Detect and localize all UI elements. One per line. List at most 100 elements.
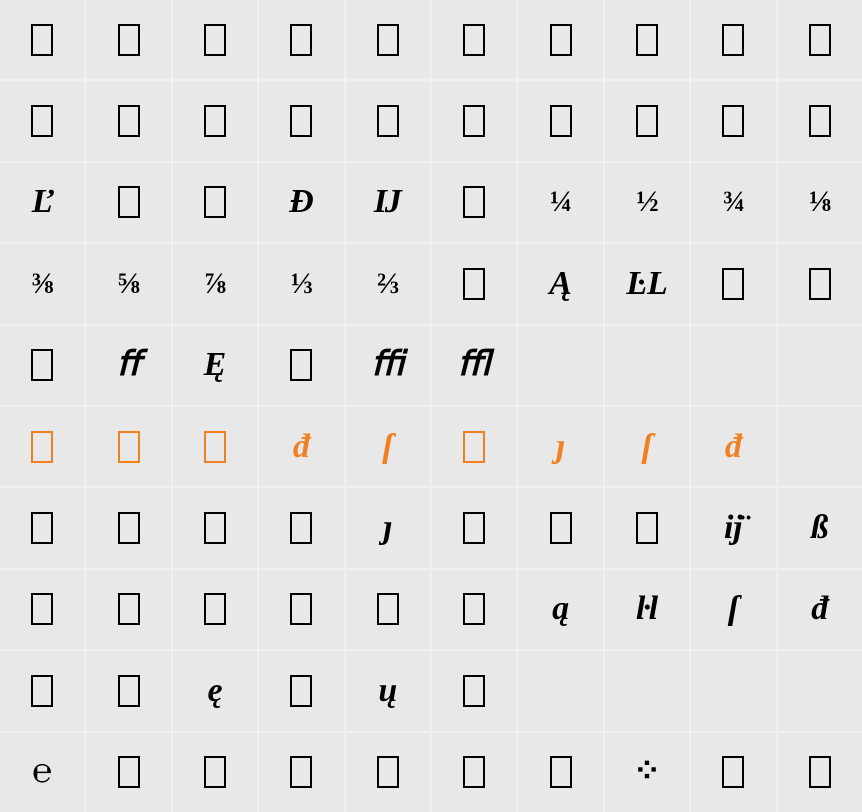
glyph-cell[interactable]: ℮ (0, 733, 84, 812)
glyph-cell[interactable]: ﬀ (86, 326, 170, 405)
glyph-cell[interactable] (259, 570, 343, 649)
glyph-cell[interactable]: ſ (691, 570, 775, 649)
glyph-cell[interactable] (0, 488, 84, 567)
glyph-cell[interactable]: ⁘ (605, 733, 689, 812)
glyph-cell[interactable] (259, 0, 343, 79)
glyph-cell[interactable] (0, 407, 84, 486)
glyph-cell[interactable]: ſ (605, 407, 689, 486)
glyph-cell[interactable]: đ (691, 407, 775, 486)
glyph-cell[interactable] (432, 570, 516, 649)
glyph-cell[interactable]: Đ (259, 163, 343, 242)
glyph-cell[interactable]: ½ (605, 163, 689, 242)
glyph-cell[interactable] (346, 81, 430, 160)
glyph-cell[interactable]: ﬄ (432, 326, 516, 405)
glyph-cell[interactable] (346, 570, 430, 649)
glyph-cell[interactable] (518, 0, 602, 79)
glyph-cell[interactable] (605, 81, 689, 160)
glyph-cell[interactable]: Ę (173, 326, 257, 405)
glyph-cell[interactable] (0, 0, 84, 79)
glyph-cell[interactable] (346, 733, 430, 812)
glyph: ȷ (383, 511, 392, 545)
glyph-cell[interactable] (0, 570, 84, 649)
glyph-cell[interactable]: đ (259, 407, 343, 486)
glyph-cell[interactable] (173, 81, 257, 160)
glyph-cell[interactable]: ß (778, 488, 862, 567)
glyph-cell[interactable]: ŀl (605, 570, 689, 649)
glyph-cell[interactable] (778, 733, 862, 812)
glyph-cell[interactable] (0, 326, 84, 405)
glyph-cell[interactable]: ⅓ (259, 244, 343, 323)
glyph-cell[interactable]: ȷ (518, 407, 602, 486)
glyph-cell[interactable] (432, 488, 516, 567)
glyph-cell[interactable]: ¼ (518, 163, 602, 242)
glyph-cell[interactable] (691, 244, 775, 323)
glyph-cell[interactable] (86, 733, 170, 812)
glyph-cell[interactable] (518, 81, 602, 160)
glyph-cell[interactable]: Ĳ (346, 163, 430, 242)
glyph-cell[interactable] (432, 244, 516, 323)
glyph-cell[interactable] (691, 0, 775, 79)
missing-glyph-icon (204, 186, 226, 218)
glyph-cell[interactable] (691, 81, 775, 160)
glyph-cell[interactable] (259, 326, 343, 405)
glyph-cell[interactable]: ⅛ (778, 163, 862, 242)
glyph-cell[interactable] (86, 0, 170, 79)
glyph-cell[interactable]: ⅜ (0, 244, 84, 323)
glyph-cell[interactable] (86, 488, 170, 567)
glyph-cell[interactable] (86, 651, 170, 730)
glyph-cell[interactable] (86, 570, 170, 649)
glyph-cell[interactable] (173, 0, 257, 79)
glyph-cell[interactable]: ⅞ (173, 244, 257, 323)
missing-glyph-icon (118, 512, 140, 544)
glyph-cell[interactable] (259, 81, 343, 160)
glyph-cell[interactable] (432, 81, 516, 160)
glyph-cell[interactable]: Ą (518, 244, 602, 323)
glyph-cell[interactable] (778, 0, 862, 79)
glyph-cell[interactable] (346, 0, 430, 79)
glyph: ȷ (556, 430, 565, 464)
glyph-cell[interactable] (173, 570, 257, 649)
glyph-cell[interactable] (432, 733, 516, 812)
missing-glyph-icon (204, 24, 226, 56)
glyph-cell[interactable] (173, 733, 257, 812)
glyph-cell[interactable] (86, 81, 170, 160)
glyph: ¾ (723, 187, 745, 217)
glyph-cell[interactable] (691, 733, 775, 812)
glyph-cell[interactable] (259, 733, 343, 812)
glyph-cell[interactable]: ⅔ (346, 244, 430, 323)
glyph-cell[interactable] (518, 733, 602, 812)
glyph-cell[interactable] (605, 488, 689, 567)
glyph-cell[interactable] (173, 163, 257, 242)
glyph-cell[interactable]: ų (346, 651, 430, 730)
glyph-cell[interactable]: ȷ (346, 488, 430, 567)
glyph-cell[interactable] (432, 651, 516, 730)
glyph-cell[interactable]: ą (518, 570, 602, 649)
glyph-cell[interactable] (86, 163, 170, 242)
glyph-cell[interactable]: Ľ (0, 163, 84, 242)
glyph-cell[interactable]: ⅝ (86, 244, 170, 323)
glyph-cell[interactable] (86, 407, 170, 486)
glyph-cell[interactable]: ĳ̈ (691, 488, 775, 567)
glyph-cell[interactable] (0, 651, 84, 730)
glyph-cell[interactable] (259, 651, 343, 730)
glyph-cell[interactable] (173, 488, 257, 567)
glyph-cell[interactable]: ¾ (691, 163, 775, 242)
glyph-cell[interactable] (518, 488, 602, 567)
glyph-cell[interactable] (778, 81, 862, 160)
glyph-cell[interactable]: ę (173, 651, 257, 730)
glyph-cell[interactable]: đ (778, 570, 862, 649)
glyph: ⅞ (204, 269, 226, 299)
glyph-cell[interactable]: Ŀ​L (605, 244, 689, 323)
glyph-cell[interactable]: ﬃ (346, 326, 430, 405)
glyph-cell[interactable] (778, 244, 862, 323)
glyph-cell[interactable] (173, 407, 257, 486)
missing-glyph-icon (636, 512, 658, 544)
glyph-cell[interactable]: ſ (346, 407, 430, 486)
glyph-cell[interactable] (432, 407, 516, 486)
glyph-cell[interactable] (432, 0, 516, 79)
glyph-cell[interactable] (259, 488, 343, 567)
glyph-cell[interactable] (432, 163, 516, 242)
missing-glyph-icon (204, 105, 226, 137)
glyph-cell[interactable] (605, 0, 689, 79)
glyph-cell[interactable] (0, 81, 84, 160)
